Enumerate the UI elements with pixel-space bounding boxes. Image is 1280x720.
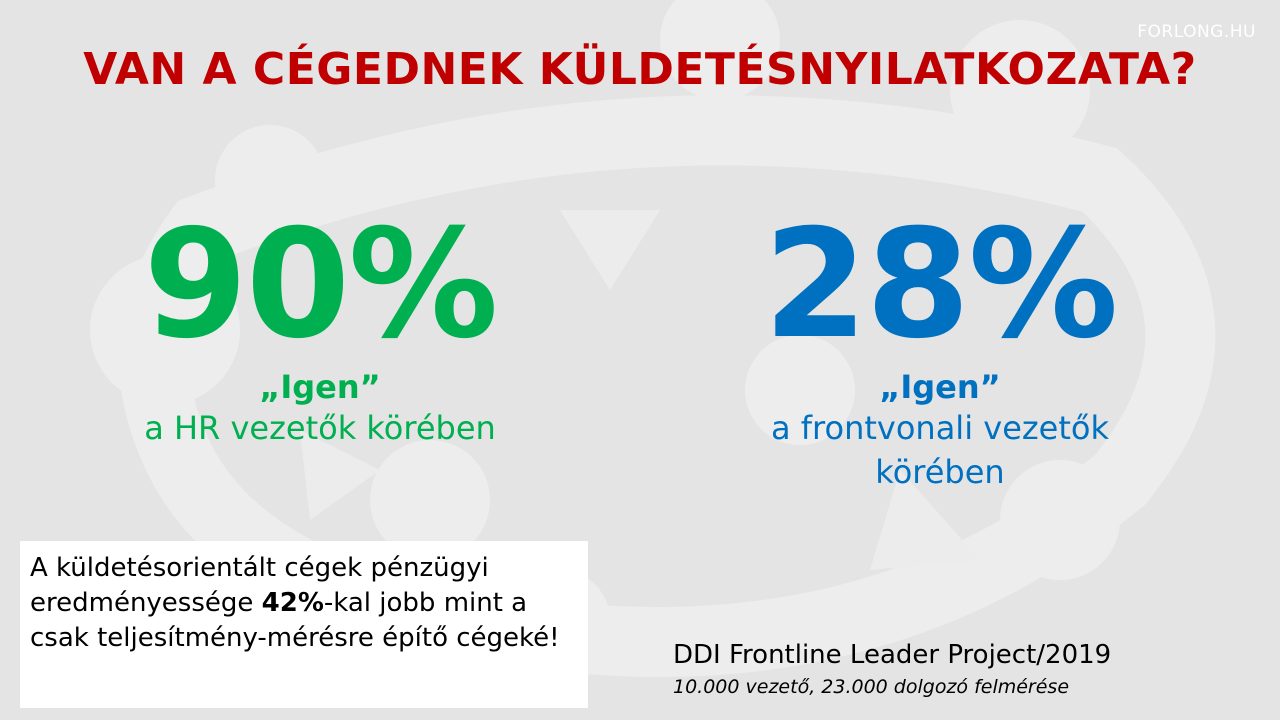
stat-frontline-value: 28% bbox=[763, 198, 1118, 372]
note-text-start: A küldetésorientált cégek pénzügyi eredm… bbox=[30, 553, 489, 618]
stat-hr-group: a HR vezetők körében bbox=[144, 409, 496, 447]
stat-frontline-answer: „Igen” bbox=[879, 368, 1001, 406]
note-text-end: -kal jobb mint a csak teljesítmény-mérés… bbox=[30, 588, 560, 653]
brand-label: FORLONG.HU bbox=[1137, 22, 1256, 42]
stat-hr: 90% „Igen” a HR vezetők körében bbox=[60, 210, 580, 450]
stat-frontline-group-line1: a frontvonali vezetők bbox=[770, 409, 1110, 447]
stat-frontline: 28% „Igen” a frontvonali vezetők körében bbox=[680, 210, 1200, 494]
page-title: VAN A CÉGEDNEK KÜLDETÉSNYILATKOZATA? bbox=[83, 44, 1197, 95]
note-highlight: 42% bbox=[261, 588, 324, 618]
stat-hr-value: 90% bbox=[143, 198, 498, 372]
source-title: DDI Frontline Leader Project/2019 bbox=[673, 640, 1112, 670]
source-subtitle: 10.000 vezető, 23.000 dolgozó felmérése bbox=[673, 676, 1070, 698]
stat-hr-answer: „Igen” bbox=[259, 368, 381, 406]
stat-frontline-group-line2: körében bbox=[875, 453, 1005, 491]
note-box: A küldetésorientált cégek pénzügyi eredm… bbox=[20, 541, 588, 708]
